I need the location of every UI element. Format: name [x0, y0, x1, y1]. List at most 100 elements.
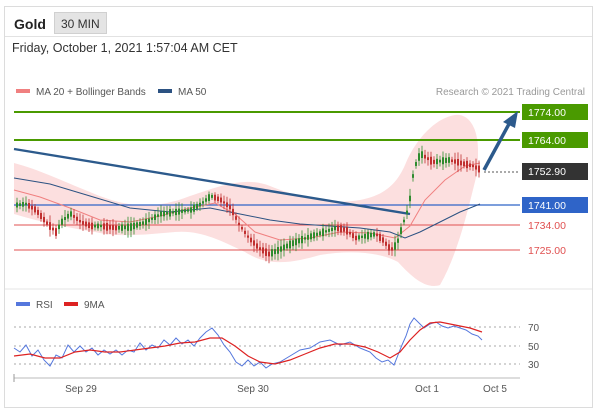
forecast-arrow-head	[503, 111, 518, 128]
candle	[241, 224, 243, 232]
candle	[415, 159, 417, 169]
candle	[337, 221, 339, 236]
candle	[352, 229, 354, 242]
candle	[61, 215, 63, 229]
candle	[124, 219, 126, 236]
candle	[136, 220, 138, 230]
candle	[373, 230, 375, 239]
candle	[445, 153, 447, 168]
candle	[385, 238, 387, 249]
candle	[139, 218, 141, 230]
candle	[193, 201, 195, 215]
candle	[427, 151, 429, 166]
candle	[106, 219, 108, 235]
candle	[319, 229, 321, 238]
support-label-2: 1725.00	[528, 245, 566, 257]
candle	[217, 194, 219, 204]
candle	[247, 230, 249, 243]
candle	[376, 227, 378, 242]
candle	[307, 227, 309, 247]
candle	[40, 210, 42, 222]
candle	[100, 220, 102, 232]
widget-header: Gold 30 MIN	[5, 7, 592, 37]
candle	[25, 196, 27, 212]
candle	[31, 199, 33, 216]
candle	[169, 205, 171, 220]
candle	[412, 170, 414, 182]
current-price-tag: 1752.90	[522, 163, 588, 180]
candle	[121, 221, 123, 234]
candle	[268, 244, 270, 264]
candle	[46, 219, 48, 227]
candle	[181, 203, 183, 220]
chart-datetime: Friday, October 1, 2021 1:57:04 AM CET	[12, 41, 238, 55]
candle	[76, 212, 78, 225]
candle	[379, 231, 381, 244]
ma50-line	[13, 177, 481, 239]
candle	[19, 200, 21, 210]
candle	[184, 207, 186, 215]
candle	[388, 239, 390, 256]
candle	[256, 239, 258, 253]
candle	[238, 216, 240, 232]
candle	[262, 242, 264, 258]
candle	[55, 225, 57, 239]
candle	[172, 208, 174, 217]
candle	[346, 222, 348, 240]
candle	[166, 205, 168, 221]
candle	[130, 216, 132, 238]
candle	[355, 231, 357, 245]
candle	[112, 219, 114, 237]
candle	[457, 152, 459, 173]
candle	[301, 230, 303, 249]
candle	[430, 151, 432, 170]
candle	[478, 160, 480, 178]
candle	[103, 218, 105, 235]
copyright-text: Research © 2021 Trading Central	[436, 87, 585, 98]
candle	[382, 233, 384, 247]
candle	[133, 217, 135, 235]
candle	[454, 152, 456, 171]
interval-button[interactable]: 30 MIN	[54, 12, 107, 34]
candle	[58, 219, 60, 234]
candle	[358, 233, 360, 242]
candle	[154, 210, 156, 225]
candle	[286, 241, 288, 251]
candle	[406, 204, 408, 220]
support-label-1: 1734.00	[528, 220, 566, 232]
chart-widget: Gold 30 MIN	[4, 6, 593, 408]
svg-text:1741.00: 1741.00	[528, 200, 566, 212]
candle	[391, 242, 393, 256]
candle	[244, 227, 246, 238]
candle	[313, 229, 315, 242]
candle	[178, 202, 180, 221]
x-tick-sep30: Sep 30	[237, 384, 269, 395]
candle	[22, 197, 24, 212]
resistance-tag-1: 1774.00	[522, 104, 588, 120]
candle	[394, 235, 396, 257]
candle	[283, 238, 285, 257]
x-tick-oct1: Oct 1	[415, 384, 439, 395]
candle	[88, 218, 90, 233]
candle	[109, 220, 111, 234]
svg-text:1774.00: 1774.00	[528, 107, 566, 119]
candle	[322, 223, 324, 241]
candle	[142, 217, 144, 229]
candle	[325, 226, 327, 237]
rsi-legend-swatch	[16, 302, 30, 306]
candle	[253, 233, 255, 253]
candle	[79, 213, 81, 230]
candle	[400, 223, 402, 239]
candle	[118, 222, 120, 233]
candle	[448, 153, 450, 167]
ma20-legend-label: MA 20 + Bollinger Bands	[36, 87, 146, 98]
candle	[442, 151, 444, 170]
candle	[463, 158, 465, 169]
candle	[466, 157, 468, 172]
candle	[397, 231, 399, 250]
candle	[214, 192, 216, 203]
candle	[16, 197, 18, 213]
x-tick-oct5: Oct 5	[483, 384, 507, 395]
candle	[433, 156, 435, 168]
